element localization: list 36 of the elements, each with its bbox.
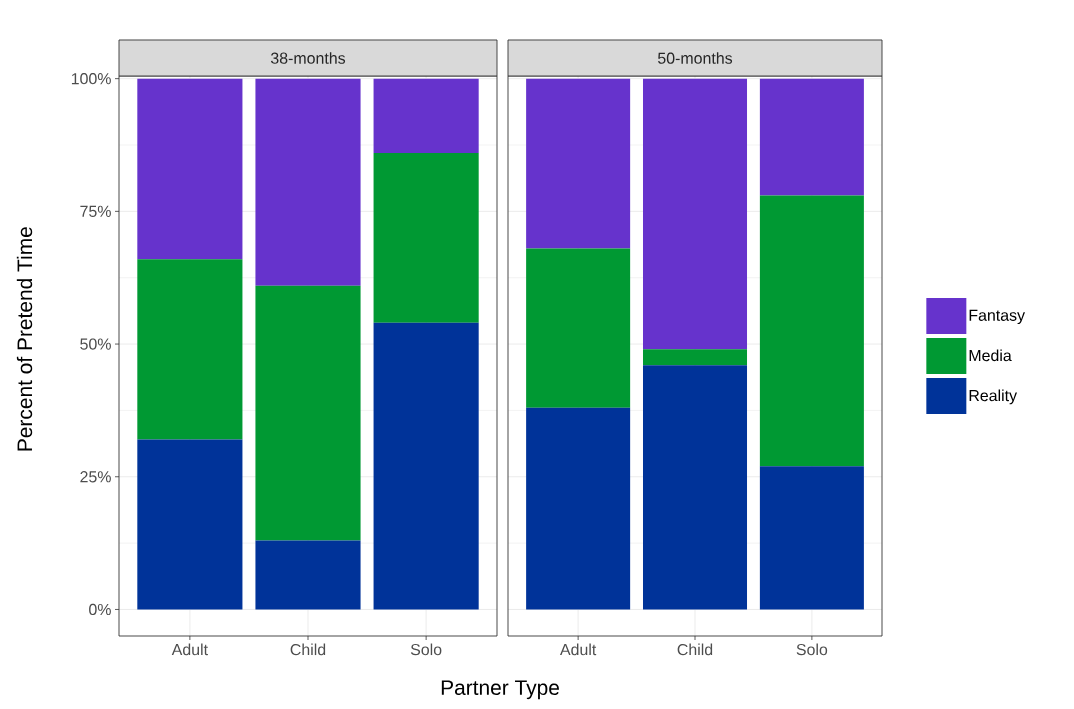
x-tick-label: Adult bbox=[171, 643, 208, 656]
y-tick-label: 50% bbox=[80, 338, 111, 350]
bar bbox=[255, 285, 361, 541]
y-tick-label: 25% bbox=[80, 471, 111, 483]
y-tick-label: 0% bbox=[89, 603, 111, 616]
bar bbox=[137, 259, 243, 440]
bar bbox=[255, 78, 361, 286]
bar bbox=[526, 248, 631, 408]
chart-title: 38-months bbox=[270, 52, 346, 64]
bar bbox=[526, 407, 631, 610]
x-tick-label: Solo bbox=[410, 643, 442, 656]
bar bbox=[137, 78, 243, 260]
x-tick-label: Child bbox=[290, 643, 326, 656]
bar bbox=[526, 78, 631, 249]
y-tick-label: 100% bbox=[71, 73, 111, 85]
bar bbox=[255, 540, 361, 610]
bar bbox=[373, 152, 479, 323]
bar bbox=[643, 78, 748, 350]
bar bbox=[759, 466, 864, 610]
bar bbox=[373, 78, 479, 153]
bar bbox=[643, 365, 748, 610]
bar bbox=[137, 439, 243, 610]
x-tick-label: Solo bbox=[796, 643, 828, 656]
x-tick-label: Child bbox=[677, 643, 713, 656]
legend-label: Reality bbox=[969, 389, 1018, 405]
bar bbox=[373, 322, 479, 610]
y-tick-label: 75% bbox=[80, 205, 111, 217]
legend-label: Media bbox=[969, 349, 1012, 362]
x-tick-label: Adult bbox=[560, 643, 597, 656]
chart-title: 50-months bbox=[657, 52, 733, 64]
bar bbox=[759, 78, 864, 196]
x-axis-title: Partner Type bbox=[441, 680, 559, 700]
bar bbox=[643, 349, 748, 366]
legend-label: Fantasy bbox=[969, 309, 1025, 325]
y-axis-title: Percent of Pretend Time bbox=[16, 227, 33, 451]
bar bbox=[759, 195, 864, 467]
